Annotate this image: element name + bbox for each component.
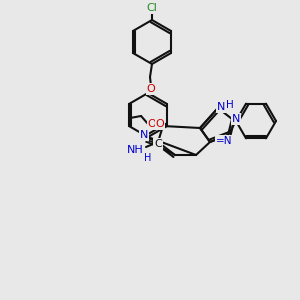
Text: O: O [147, 84, 155, 94]
Text: N: N [232, 114, 240, 124]
Text: N: N [217, 102, 225, 112]
Text: Cl: Cl [147, 3, 158, 13]
Text: O: O [148, 119, 156, 129]
Text: NH: NH [127, 145, 143, 155]
Text: H: H [144, 153, 152, 163]
Text: C: C [154, 139, 162, 149]
Text: =N: =N [216, 136, 232, 146]
Text: N: N [140, 130, 148, 140]
Text: H: H [226, 100, 234, 110]
Text: O: O [156, 119, 164, 129]
